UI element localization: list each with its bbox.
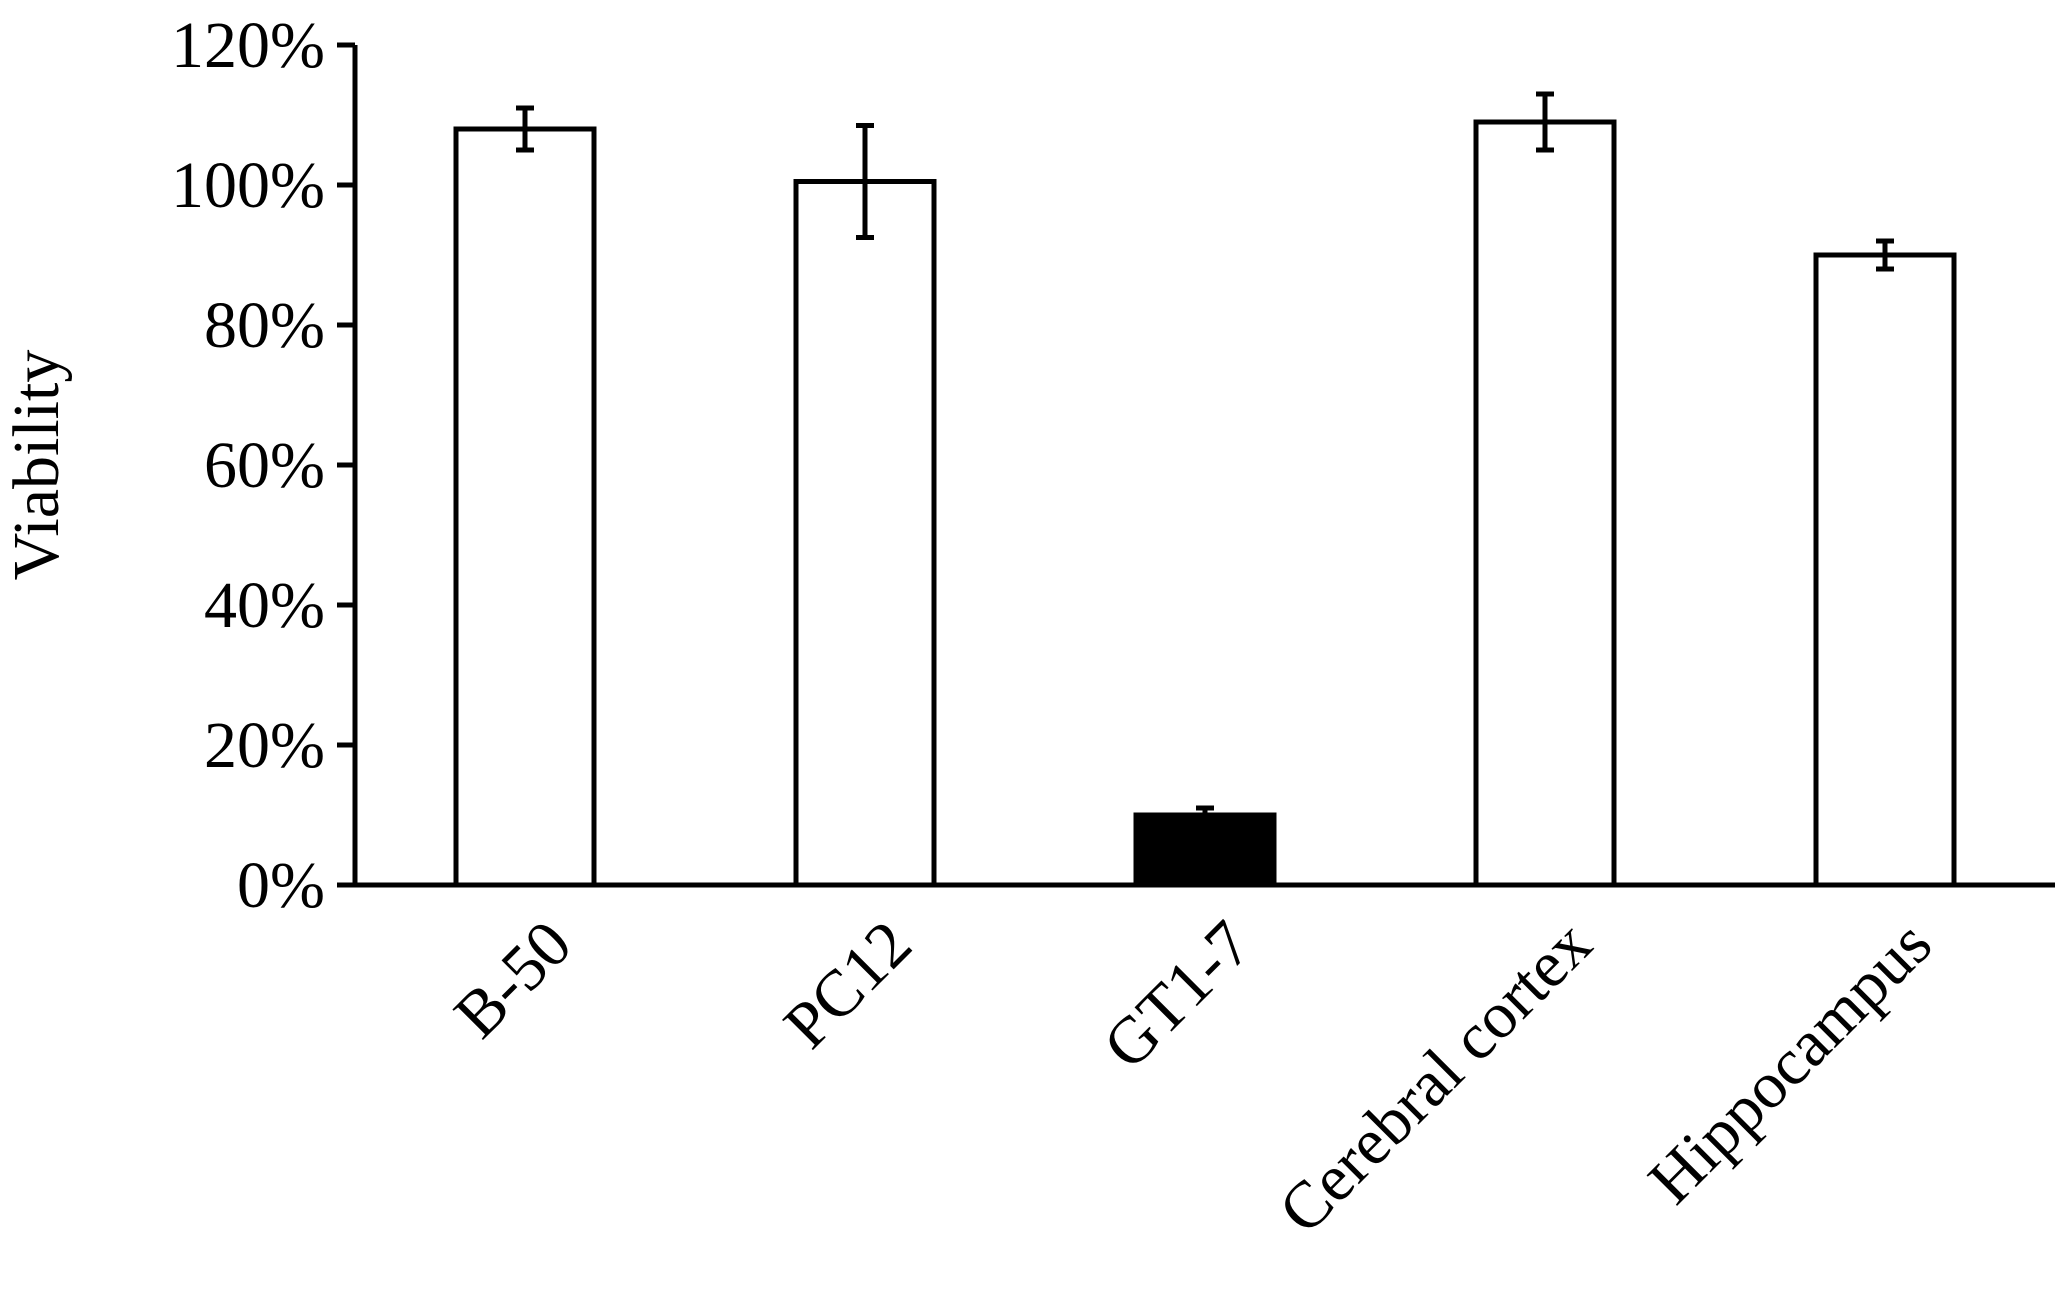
x-tick-label: PC12 xyxy=(770,907,925,1062)
bars xyxy=(453,119,1957,888)
x-tick-label: B-50 xyxy=(441,907,586,1052)
y-tick-label: 20% xyxy=(204,709,325,782)
error-bars xyxy=(516,91,1894,825)
y-tick-label: 40% xyxy=(204,569,325,642)
x-axis: B-50 PC12 GT1-7 Cerebral cortex Hippocampus xyxy=(337,882,2055,1248)
y-tick-label: 100% xyxy=(171,149,325,222)
x-tick-label: Cerebral cortex xyxy=(1265,907,1606,1248)
y-axis: 0% 20% 40% 60% 80% 100% 120% xyxy=(171,9,358,922)
y-tick-label: 80% xyxy=(204,289,325,362)
bar xyxy=(453,126,597,888)
bar xyxy=(1473,119,1617,888)
x-tick-label: Hippocampus xyxy=(1635,907,1946,1218)
bar xyxy=(1813,252,1957,888)
bar xyxy=(793,179,937,888)
x-tick-label: GT1-7 xyxy=(1090,907,1266,1083)
y-tick-label: 120% xyxy=(171,9,325,82)
y-tick-label: 60% xyxy=(204,429,325,502)
y-tick-label: 0% xyxy=(237,849,325,922)
y-axis-label: Viability xyxy=(0,350,73,581)
bar xyxy=(1133,812,1277,888)
